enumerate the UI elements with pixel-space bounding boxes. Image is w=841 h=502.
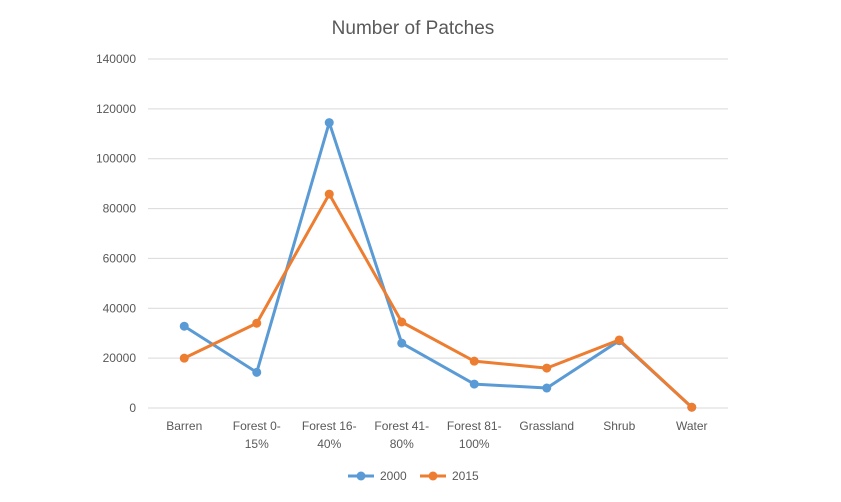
data-point-2015 xyxy=(179,353,189,363)
y-tick-label: 20000 xyxy=(103,351,137,365)
data-point-2000 xyxy=(324,118,334,128)
data-point-2015 xyxy=(397,317,407,327)
legend-marker xyxy=(356,471,366,481)
x-tick-label: Forest 81-100% xyxy=(447,419,502,451)
data-point-2015 xyxy=(687,402,697,412)
y-tick-label: 140000 xyxy=(96,52,136,66)
data-point-2000 xyxy=(542,383,552,393)
legend-label: 2000 xyxy=(380,469,407,483)
legend-item-2015: 2015 xyxy=(420,469,479,483)
data-point-2015 xyxy=(469,356,479,366)
data-point-2000 xyxy=(469,379,479,389)
series-line-2000 xyxy=(182,121,694,409)
data-point-2015 xyxy=(542,363,552,373)
data-point-2000 xyxy=(179,321,189,331)
y-tick-label: 60000 xyxy=(103,251,137,265)
legend-label: 2015 xyxy=(452,469,479,483)
legend-item-2000: 2000 xyxy=(348,469,407,483)
series-line-2015 xyxy=(182,192,694,409)
legend-marker xyxy=(428,471,438,481)
data-point-2000 xyxy=(397,338,407,348)
y-tick-label: 120000 xyxy=(96,102,136,116)
y-tick-label: 100000 xyxy=(96,152,136,166)
series-lines xyxy=(179,118,697,412)
data-point-2015 xyxy=(252,318,262,328)
x-axis-tick-labels: Barren Forest 0-15% Forest 16-40% Forest 41… xyxy=(166,419,707,451)
y-tick-label: 80000 xyxy=(103,202,137,216)
legend: 2000 2015 xyxy=(348,469,479,483)
grid-lines xyxy=(148,58,728,409)
data-point-2015 xyxy=(324,189,334,199)
data-point-2000 xyxy=(252,367,262,377)
x-tick-label: Grassland xyxy=(519,419,574,433)
y-tick-label: 40000 xyxy=(103,301,137,315)
x-tick-label: Water xyxy=(676,419,708,433)
x-tick-label: Forest 16-40% xyxy=(302,419,357,451)
x-tick-label: Shrub xyxy=(603,419,635,433)
chart-title: Number of Patches xyxy=(332,18,495,39)
x-tick-label: Barren xyxy=(166,419,202,433)
x-tick-label: Forest 41-80% xyxy=(374,419,429,451)
data-point-2015 xyxy=(614,335,624,345)
y-axis-tick-labels: 0 20000 40000 60000 80000 100000 120000 140000 xyxy=(96,52,136,415)
x-tick-label: Forest 0-15% xyxy=(233,419,281,451)
y-tick-label: 0 xyxy=(129,401,136,415)
